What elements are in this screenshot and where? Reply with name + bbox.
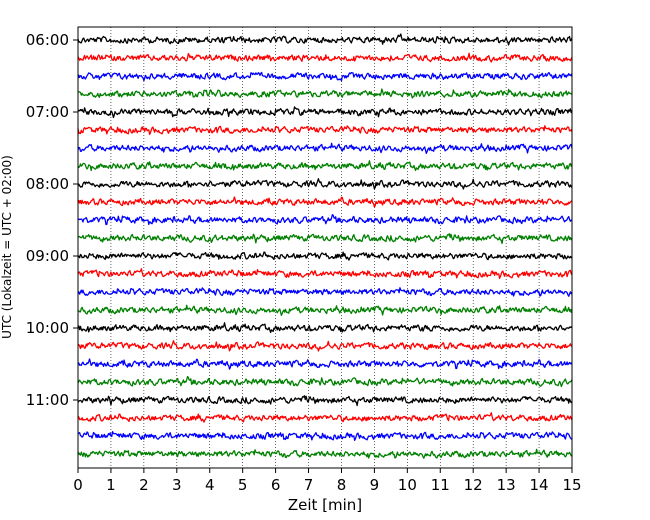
x-tick-label: 8: [337, 476, 347, 494]
seismic-traces: [77, 33, 573, 459]
x-tick-label: 5: [238, 476, 248, 494]
seismic-trace: [77, 448, 573, 459]
seismic-trace: [77, 412, 573, 423]
x-tick-label: 1: [106, 476, 116, 494]
x-tick-label: 14: [530, 476, 549, 494]
x-tick-label: 12: [464, 476, 483, 494]
x-tick-label: 15: [562, 476, 581, 494]
x-tick-label: 6: [271, 476, 281, 494]
seismic-trace: [77, 214, 573, 226]
x-tick-label: 0: [73, 476, 83, 494]
seismic-trace: [77, 33, 573, 46]
seismic-trace: [77, 178, 573, 190]
x-axis-ticks: 0 1 2 3 4 5 6 7 8 9 10 11 12 13 14 15: [73, 468, 582, 494]
seismic-trace: [77, 125, 573, 136]
seismic-trace: [77, 287, 573, 297]
seismic-trace: [77, 268, 573, 280]
seismic-trace: [77, 52, 573, 63]
seismic-trace: [77, 430, 573, 442]
x-tick-label: 3: [172, 476, 182, 494]
seismic-trace: [77, 322, 573, 334]
seismic-trace: [77, 142, 573, 155]
y-tick-label: 10:00: [26, 319, 69, 337]
x-tick-label: 11: [431, 476, 450, 494]
seismic-trace: [77, 106, 573, 119]
y-tick-label: 06:00: [26, 31, 69, 49]
seismic-trace: [77, 304, 573, 317]
x-tick-label: 13: [497, 476, 516, 494]
seismic-trace: [77, 71, 573, 82]
seismic-trace: [77, 160, 573, 172]
seismic-trace: [77, 251, 573, 261]
x-tick-label: 7: [304, 476, 314, 494]
y-tick-label: 08:00: [26, 175, 69, 193]
seismic-trace: [77, 358, 573, 370]
seismic-trace: [77, 340, 573, 352]
y-tick-label: 09:00: [26, 247, 69, 265]
y-tick-label: 07:00: [26, 103, 69, 121]
plot-frame: [77, 26, 573, 469]
seismic-trace: [77, 395, 573, 407]
y-axis-ticks: 06:00 07:00 08:00 09:00 10:00 11:00: [26, 31, 78, 409]
seismic-trace: [77, 233, 573, 245]
seismic-trace: [77, 376, 573, 388]
y-tick-label: 11:00: [26, 391, 69, 409]
x-tick-label: 9: [370, 476, 380, 494]
x-tick-label: 2: [139, 476, 149, 494]
x-tick-label: 10: [398, 476, 417, 494]
x-axis-label: Zeit [min]: [288, 496, 362, 514]
seismic-trace: [77, 88, 573, 99]
x-tick-label: 4: [205, 476, 215, 494]
seismic-trace: [77, 196, 573, 208]
y-axis-label: UTC (Lokalzeit = UTC + 02:00): [0, 155, 14, 339]
